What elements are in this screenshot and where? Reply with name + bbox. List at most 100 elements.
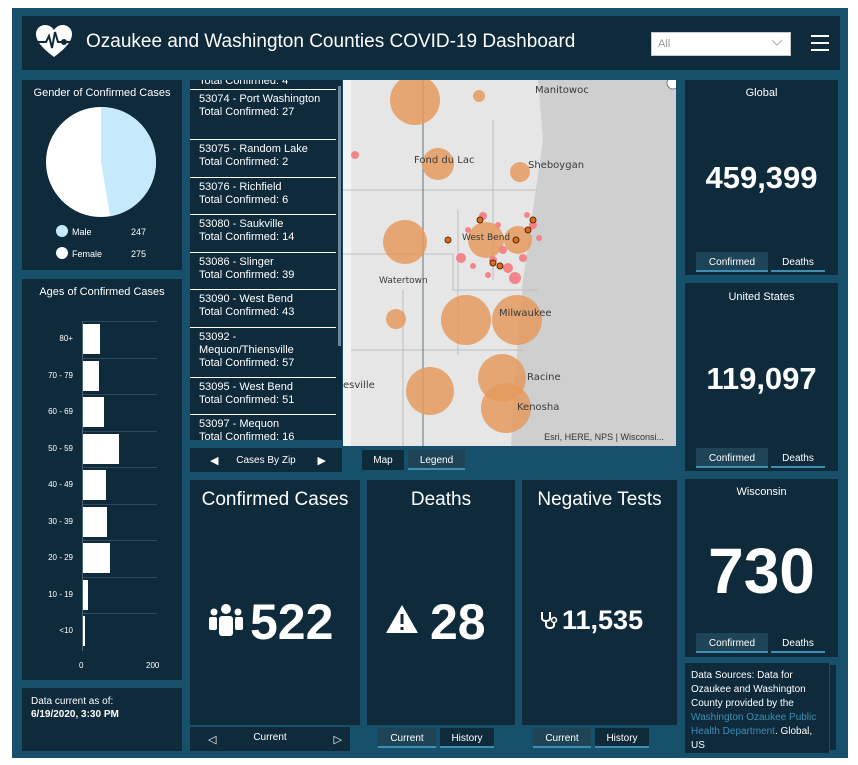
us-tab-confirmed[interactable]: Confirmed	[696, 448, 768, 468]
list-item[interactable]: 53095 - West Bend Total Confirmed: 51	[190, 377, 336, 415]
legend-value-male: 247	[131, 227, 147, 237]
confirmed-title: Confirmed Cases	[201, 489, 349, 510]
zip-total: Total Confirmed: 2	[199, 156, 289, 168]
us-tab-deaths[interactable]: Deaths	[771, 448, 825, 468]
global-tab-deaths[interactable]: Deaths	[771, 252, 825, 272]
legend-swatch-male	[56, 225, 68, 237]
age-bar[interactable]	[82, 397, 104, 427]
tab-map[interactable]: Map	[362, 450, 404, 470]
pager-prev-icon[interactable]: ◁	[208, 734, 217, 746]
negative-tab-current[interactable]: Current	[533, 728, 591, 748]
zip-scroll-thumb[interactable]	[338, 86, 341, 346]
data-current-panel: Data current as of: 6/19/2020, 3:30 PM	[22, 688, 182, 751]
data-current-value: 6/19/2020, 3:30 PM	[31, 709, 119, 720]
age-bar[interactable]	[82, 579, 88, 610]
deaths-tab-current[interactable]: Current	[378, 728, 436, 748]
negative-title: Negative Tests	[537, 489, 662, 510]
y-tick-label: 50 - 59	[48, 443, 73, 453]
x-axis-min-label: 0	[79, 661, 84, 670]
wisconsin-tab-deaths[interactable]: Deaths	[771, 633, 825, 653]
gridline	[82, 576, 157, 578]
list-item[interactable]: 53076 - Richfield Total Confirmed: 6	[190, 177, 336, 215]
map-circle[interactable]	[390, 80, 440, 125]
pie-slice-male[interactable]	[101, 107, 156, 217]
deaths-value: 28	[430, 594, 486, 650]
list-item[interactable]: 53074 - Port Washington Total Confirmed: …	[190, 90, 336, 140]
y-tick-label: 10 - 19	[48, 589, 73, 599]
age-bar[interactable]	[82, 360, 99, 391]
gridline	[82, 540, 157, 541]
list-item[interactable]: 53080 - Saukville Total Confirmed: 14	[190, 215, 336, 253]
gender-panel: Gender of Confirmed Cases Male 247 Femal…	[22, 80, 182, 270]
map-label: Milwaukee	[499, 308, 552, 319]
zip-pager: ◀ Cases By Zip ▶	[190, 448, 342, 472]
stethoscope-icon	[541, 612, 558, 629]
negative-value: 11,535	[562, 605, 644, 635]
hamburger-menu-icon[interactable]	[811, 35, 829, 51]
filter-select[interactable]: All	[651, 32, 791, 56]
age-bar[interactable]	[82, 324, 100, 354]
header: Ozaukee and Washington Counties COVID-19…	[22, 16, 840, 70]
age-bar[interactable]	[82, 616, 85, 646]
wisconsin-title: Wisconsin	[736, 486, 787, 498]
expand-icon[interactable]	[666, 80, 676, 90]
map-label: Watertown	[379, 276, 428, 286]
zip-name: 53097 - Mequon	[199, 418, 280, 430]
age-bar[interactable]	[82, 506, 108, 537]
sources-text-tail: . Global, US	[691, 726, 813, 751]
list-item[interactable]: 53086 - Slinger Total Confirmed: 39	[190, 252, 336, 290]
map-label: Fond du Lac	[414, 155, 475, 166]
y-tick-label: 20 - 29	[48, 553, 73, 562]
list-item[interactable]: 53090 - West Bend Total Confirmed: 43	[190, 290, 336, 328]
map-attribution[interactable]: Esri, HERE, NPS | Wisconsi...	[544, 432, 664, 442]
heart-pulse-icon	[34, 25, 74, 57]
zip-name: 53076 - Richfield	[199, 180, 282, 193]
global-panel: Global 459,399 Confirmed Deaths	[685, 80, 838, 275]
wisconsin-panel: Wisconsin 730 Confirmed Deaths	[685, 479, 838, 657]
global-tab-confirmed[interactable]: Confirmed	[696, 252, 768, 272]
list-item[interactable]: Total Confirmed: 4	[190, 80, 336, 90]
zip-total: Total Confirmed: 51	[199, 393, 295, 406]
dashboard-title: Ozaukee and Washington Counties COVID-19…	[86, 31, 576, 52]
confirmed-panel: Confirmed Cases 522	[190, 480, 360, 725]
y-tick-label: 80+	[59, 334, 73, 343]
pager-next-icon[interactable]: ▷	[333, 734, 342, 746]
legend-label-female: Female	[72, 249, 103, 259]
gender-pie-chart	[46, 107, 156, 217]
age-bar[interactable]	[82, 543, 111, 573]
map-label: Sheboygan	[528, 160, 585, 171]
sources-scrollbar[interactable]	[830, 665, 836, 750]
deaths-panel: Deaths 28	[367, 480, 515, 725]
list-item[interactable]: 53092 - Mequon/Thiensville Total Confirme…	[190, 327, 336, 378]
list-item[interactable]: 53075 - Random Lake Total Confirmed: 2	[190, 140, 336, 178]
zip-total: Total Confirmed: 39	[199, 268, 295, 281]
deaths-tab-history[interactable]: History	[440, 728, 494, 748]
tab-legend[interactable]: Legend	[408, 450, 465, 470]
pager-prev-icon[interactable]: ◀	[210, 455, 219, 467]
gridline	[82, 613, 157, 614]
us-value: 119,097	[706, 361, 817, 396]
ages-panel: Ages of Confirmed Cases 80+ 70 - 79 60 - 6…	[22, 279, 182, 680]
gridline	[82, 357, 157, 359]
list-item[interactable]: 53097 - Mequon Total Confirmed: 16	[190, 415, 336, 440]
data-sources-text: Data Sources: Data for Ozaukee and Washi…	[685, 663, 829, 753]
map-canvas[interactable]	[343, 80, 676, 446]
pager-label: Current	[253, 732, 287, 743]
zip-list[interactable]: Total Confirmed: 4 53074 - Port Washingt…	[190, 80, 336, 440]
map-view[interactable]: Manitowoc Fond du Lac Sheboygan West Ben…	[343, 80, 676, 446]
health-department-link[interactable]: Washington Ozaukee Public Health Departm…	[691, 712, 817, 737]
gridline	[82, 430, 157, 432]
age-bar[interactable]	[82, 470, 107, 500]
filter-value: All	[658, 38, 671, 50]
pager-next-icon[interactable]: ▶	[317, 455, 326, 467]
global-title: Global	[745, 87, 778, 99]
wisconsin-tab-confirmed[interactable]: Confirmed	[696, 633, 768, 653]
zip-total: Total Confirmed: 6	[199, 193, 289, 206]
legend-swatch-female	[56, 247, 68, 259]
age-bar[interactable]	[82, 433, 120, 464]
map-label: esville	[343, 380, 375, 391]
map-label: West Bend	[462, 233, 511, 243]
sources-text: Data Sources: Data for Ozaukee and Washi…	[691, 670, 806, 709]
map-label: Racine	[527, 372, 561, 383]
negative-tab-history[interactable]: History	[595, 728, 649, 748]
